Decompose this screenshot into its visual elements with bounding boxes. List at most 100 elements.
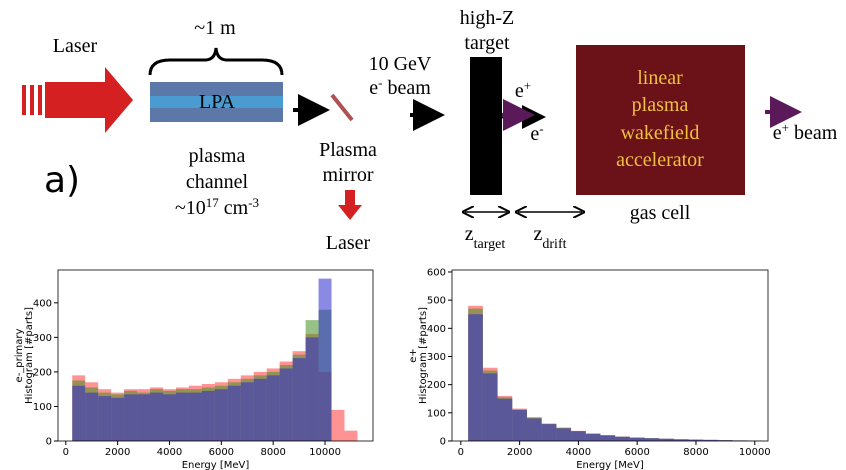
target-label: high-Z xyxy=(460,7,514,29)
laser-arrow xyxy=(22,67,133,133)
target-label: target xyxy=(464,32,510,54)
histogram-bar xyxy=(615,436,630,441)
y-axis-label-top: e-_primary xyxy=(14,328,25,382)
histogram-bar xyxy=(188,392,202,441)
histogram-bar xyxy=(688,439,704,441)
accelerator-label: linear xyxy=(637,67,683,89)
y-tick-label: 100 xyxy=(33,402,52,413)
y-axis-label-top: e+ xyxy=(408,348,419,363)
y-tick-label: 600 xyxy=(427,267,446,278)
z-drift-label: zdrift xyxy=(534,223,567,252)
lpa-label: LPA xyxy=(199,91,236,113)
histogram-bar xyxy=(556,428,572,441)
histogram-bar xyxy=(163,394,176,441)
laser-out-label: Laser xyxy=(326,232,371,254)
x-tick-label: 10000 xyxy=(309,447,341,458)
y-tick-label: 400 xyxy=(427,324,446,335)
y-tick-label: 500 xyxy=(427,296,446,307)
positron-label: e+ xyxy=(515,78,531,103)
histogram-bar xyxy=(111,397,125,441)
x-axis-label: Energy [MeV] xyxy=(576,460,644,470)
laser-label: Laser xyxy=(53,35,98,57)
y-tick-label: 300 xyxy=(427,352,446,363)
histogram-bar xyxy=(673,439,689,441)
histogram-bar xyxy=(279,368,293,441)
histogram-bar xyxy=(600,435,616,441)
histogram-bar xyxy=(253,378,267,441)
x-tick-label: 6000 xyxy=(624,447,649,458)
y-tick-label: 0 xyxy=(440,437,446,448)
histogram-bar xyxy=(240,382,254,441)
beam-energy: 10 GeV xyxy=(369,53,432,75)
histogram-bar xyxy=(331,409,345,441)
y-tick-label: 0 xyxy=(46,437,52,448)
density-label: ~1017 cm-3 xyxy=(175,195,259,220)
panel-label: a) xyxy=(44,160,80,201)
target xyxy=(470,57,502,195)
histogram-bar xyxy=(468,314,483,441)
x-tick-label: 4000 xyxy=(157,447,182,458)
histogram-bar xyxy=(305,337,319,441)
channel-label: channel xyxy=(186,171,249,193)
histogram-bar xyxy=(497,398,513,441)
y-tick-label: 400 xyxy=(33,298,52,309)
y-tick-label: 200 xyxy=(33,367,52,378)
accelerator-label: plasma xyxy=(632,94,689,116)
histogram-bar xyxy=(201,390,215,441)
x-tick-label: 2000 xyxy=(507,447,532,458)
accelerator-box xyxy=(576,45,745,195)
histogram-bar xyxy=(98,396,112,441)
y-tick-label: 200 xyxy=(427,380,446,391)
y-axis-label: Histogram [#parts] xyxy=(418,307,429,404)
x-tick-label: 10000 xyxy=(739,447,771,458)
x-tick-label: 0 xyxy=(458,447,464,458)
x-tick-label: 8000 xyxy=(683,447,708,458)
histogram-bar xyxy=(318,278,332,441)
histogram-bar xyxy=(659,438,674,441)
channel-label: plasma xyxy=(189,145,246,167)
x-tick-label: 0 xyxy=(63,447,69,458)
histogram-bar xyxy=(137,394,151,441)
histogram-bar xyxy=(703,439,719,441)
accelerator-label: accelerator xyxy=(616,149,704,171)
gas-cell-label: gas cell xyxy=(630,202,691,224)
axes-frame xyxy=(57,269,374,442)
histogram-bar xyxy=(718,440,733,441)
x-tick-label: 8000 xyxy=(260,447,285,458)
axes-frame xyxy=(451,269,769,442)
histogram-bar xyxy=(482,373,498,441)
x-tick-label: 6000 xyxy=(209,447,234,458)
histogram-bar xyxy=(175,392,189,441)
plasma-mirror xyxy=(330,93,354,122)
histogram-bar xyxy=(227,385,241,441)
histogram-bar xyxy=(85,392,99,441)
histogram-bar xyxy=(585,433,601,441)
histogram-bar xyxy=(512,410,527,441)
histogram-bar xyxy=(344,430,358,441)
charts: 0 2000 4000 6000 8000 100000100200300400Energ… xyxy=(14,267,771,470)
y-tick-label: 300 xyxy=(33,333,52,344)
histogram-bar xyxy=(541,424,557,441)
mirror-label: mirror xyxy=(322,164,373,186)
diagram: Laser ~1 m LPA plasma channel ~1017 cm-3… xyxy=(22,7,838,254)
electron-label: e- xyxy=(530,121,543,146)
histogram-bar xyxy=(526,418,542,441)
histogram-bar xyxy=(266,375,280,441)
y-axis-label: Histogram [#parts] xyxy=(24,307,35,404)
histogram-bar xyxy=(214,389,228,441)
channel-stripe xyxy=(150,96,283,108)
output-label: e+ beam xyxy=(773,120,838,145)
laser-out-arrow xyxy=(338,190,362,220)
histogram-bar xyxy=(150,392,163,441)
histogram-bar xyxy=(124,394,138,441)
histogram-bar xyxy=(292,358,306,441)
mirror-label: Plasma xyxy=(319,139,377,161)
x-tick-label: 2000 xyxy=(105,447,130,458)
z-target-label: ztarget xyxy=(465,223,506,252)
histogram-bar xyxy=(644,438,660,441)
histogram-bar xyxy=(571,431,586,441)
histogram-bar xyxy=(72,385,86,441)
histogram-bar xyxy=(629,437,645,441)
x-tick-label: 4000 xyxy=(566,447,591,458)
